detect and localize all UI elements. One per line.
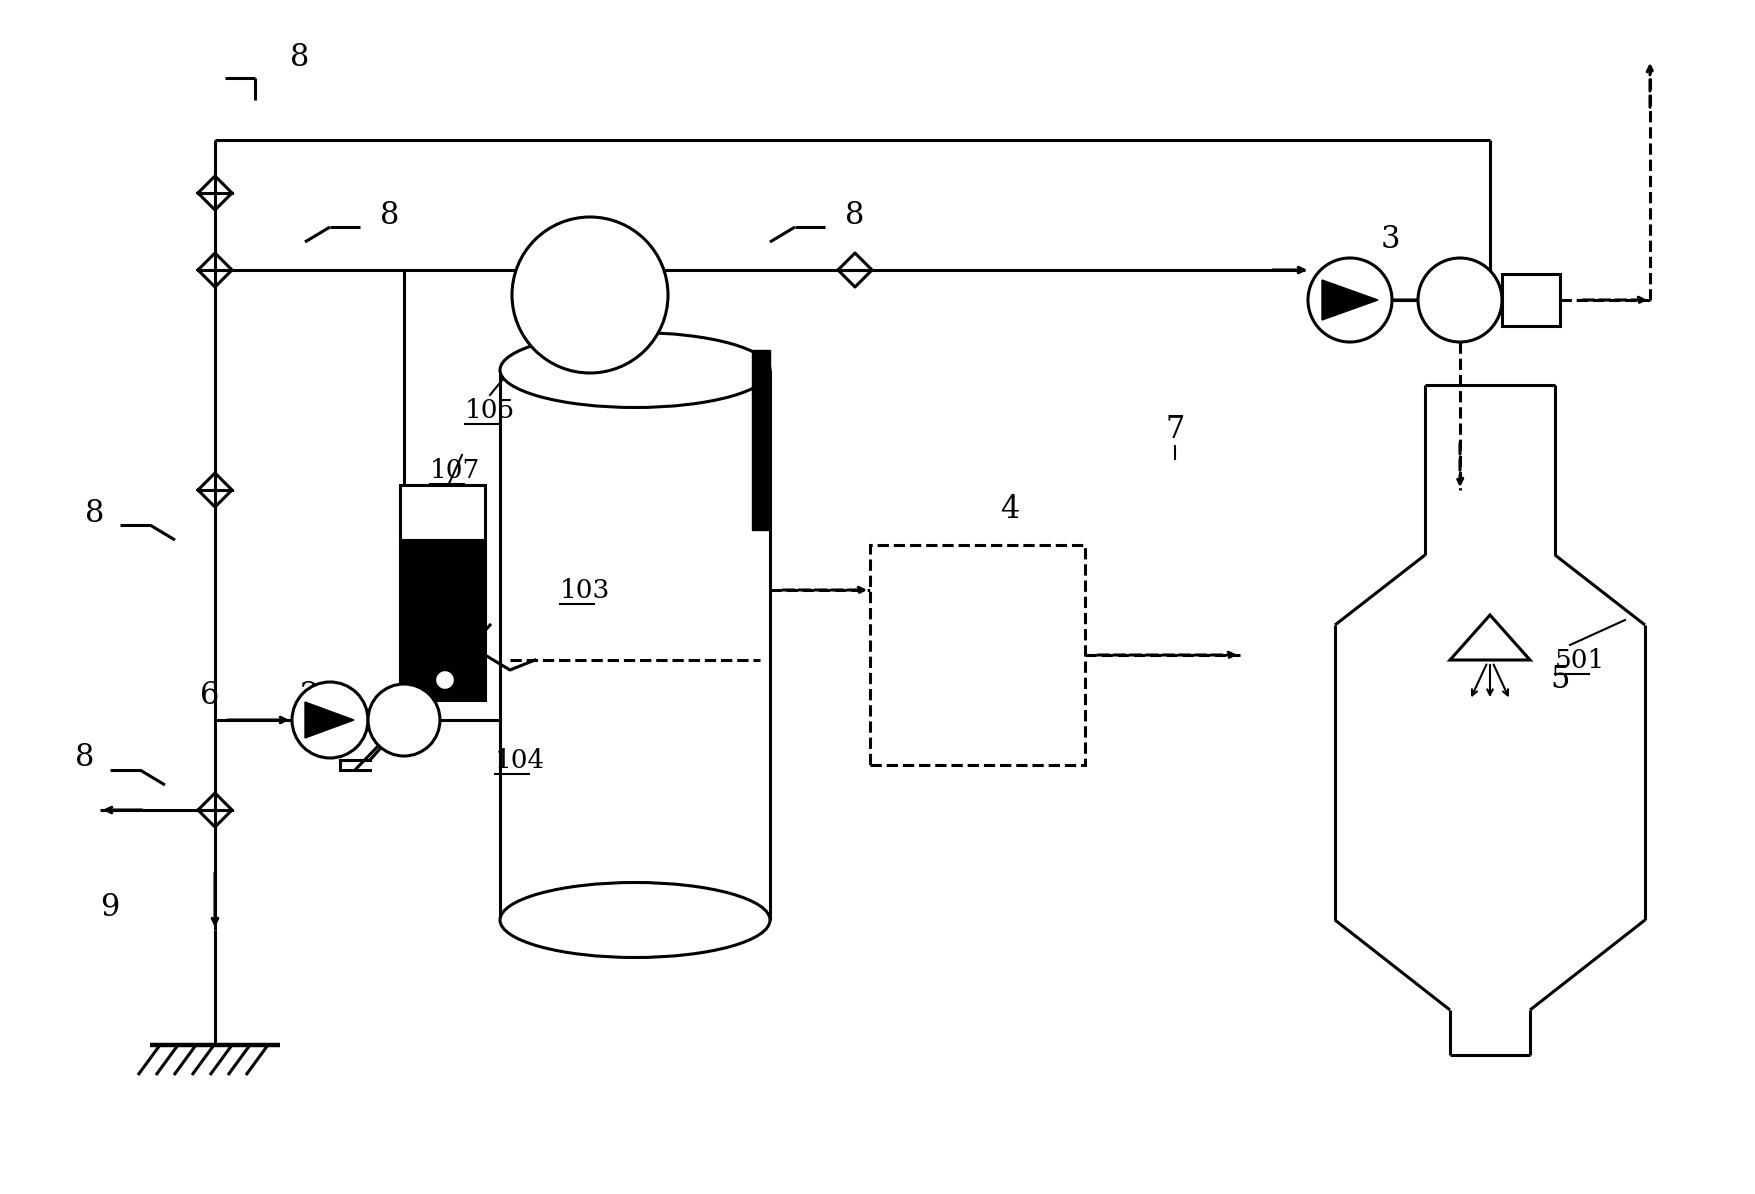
- Bar: [869, 544, 1085, 765]
- Text: 1: 1: [455, 597, 472, 622]
- Text: 103: 103: [560, 578, 611, 603]
- Text: 8: 8: [86, 498, 105, 529]
- Text: 105: 105: [465, 398, 514, 423]
- Text: 501: 501: [1555, 647, 1604, 672]
- Bar: [751, 350, 769, 530]
- Bar: [400, 485, 484, 540]
- Text: 9: 9: [100, 892, 119, 923]
- Text: 3: 3: [1379, 224, 1399, 256]
- Text: 106: 106: [430, 523, 479, 548]
- Circle shape: [291, 682, 369, 758]
- Text: 8: 8: [381, 199, 400, 230]
- Polygon shape: [305, 702, 355, 738]
- Text: 8: 8: [75, 743, 95, 774]
- Circle shape: [435, 670, 455, 690]
- Text: 101: 101: [419, 638, 470, 663]
- Bar: [1501, 273, 1558, 326]
- Polygon shape: [1322, 281, 1378, 320]
- Text: 8: 8: [844, 199, 863, 230]
- Circle shape: [512, 217, 667, 373]
- Ellipse shape: [500, 332, 769, 407]
- Text: 102: 102: [419, 587, 470, 613]
- Text: 7: 7: [1165, 414, 1185, 445]
- Text: 107: 107: [430, 457, 481, 482]
- Ellipse shape: [500, 882, 769, 958]
- Circle shape: [369, 684, 441, 756]
- Bar: [400, 540, 484, 700]
- Text: 2: 2: [300, 679, 319, 710]
- Text: 6: 6: [200, 679, 219, 710]
- Text: 8: 8: [290, 43, 309, 74]
- Text: 104: 104: [495, 747, 546, 773]
- Circle shape: [1307, 258, 1392, 341]
- Text: 4: 4: [1000, 494, 1020, 525]
- Circle shape: [1418, 258, 1501, 341]
- Text: 5: 5: [1550, 665, 1569, 695]
